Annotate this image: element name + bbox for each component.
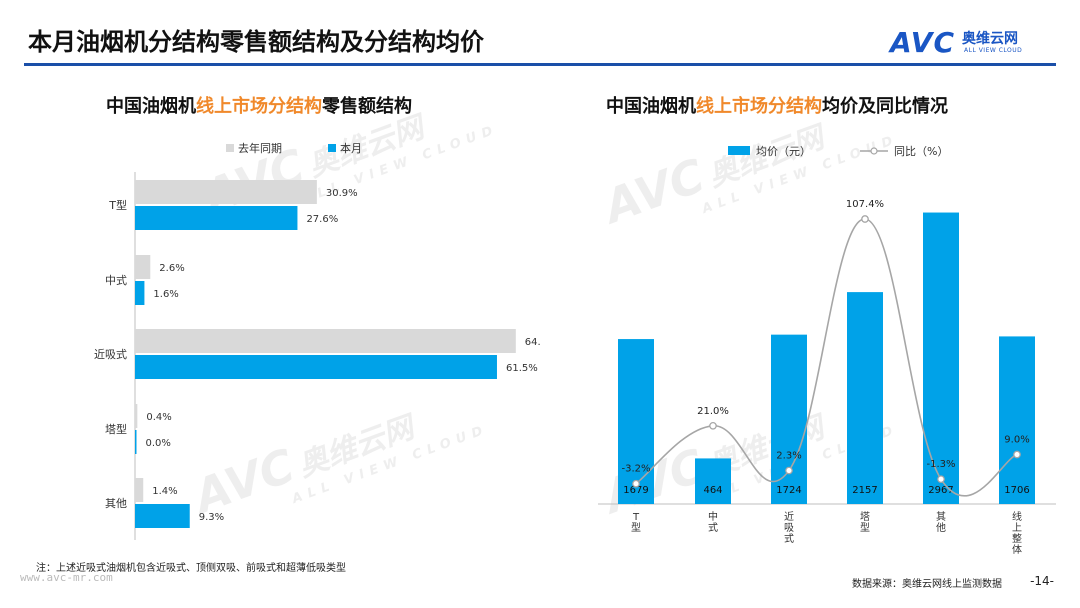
brand-logo-mark: AVC [890,26,955,59]
data-label: 1.6% [153,289,178,300]
data-label: 64.7% [525,337,540,348]
line-marker [709,421,717,430]
legend-marker-line [870,147,878,155]
bar-value-label: 2967 [928,485,953,496]
page-number: -14- [1030,574,1054,588]
legend-swatch-0 [226,144,234,152]
category-label: 中式 [105,274,127,287]
bar-value-label: 1679 [623,485,648,496]
bar-last-year [135,180,317,204]
line-value-label: -1.3% [926,459,955,470]
category-label: 其 [936,511,946,523]
bar-avg-price [695,458,731,504]
category-label: 塔 [860,510,870,523]
category-label: 近 [784,510,794,523]
data-label: 27.6% [306,214,338,225]
bar-this-month [135,281,145,305]
data-label: 9.3% [199,512,224,523]
bar-value-label: 1724 [776,485,801,496]
category-label: 中 [708,510,718,523]
footnote: 注：上述近吸式油烟机包含近吸式、顶侧双吸、前吸式和超薄低吸类型 [36,563,346,574]
line-value-label: -3.2% [621,464,650,475]
legend-swatch-1 [328,144,336,152]
line-marker [632,479,640,488]
data-label: 61.5% [506,363,538,374]
legend-label-line: 同比（%） [894,145,948,158]
data-label: 2.6% [159,263,184,274]
bar-value-label: 2157 [852,485,877,496]
bar-avg-price [771,334,807,504]
line-marker [785,466,793,475]
data-label: 0.0% [146,438,171,449]
website-url: www.avc-mr.com [20,571,113,584]
category-label: 吸 [784,523,794,534]
legend-label-1: 本月 [340,141,362,155]
line-value-label: 21.0% [697,406,729,417]
bar-value-label: 1706 [1004,485,1029,496]
left-chart-title: 中国油烟机线上市场分结构零售额结构 [106,96,412,117]
legend-swatch-bar [728,146,750,155]
bar-value-label: 464 [703,485,722,496]
data-label: 30.9% [326,188,358,199]
yoy-line [635,218,1018,497]
bar-this-month [135,355,497,379]
data-label: 1.4% [152,486,177,497]
category-label: 上 [1012,522,1022,534]
category-label: T型 [108,198,127,212]
category-label: T [632,512,640,523]
bar-this-month [135,504,190,528]
bar-this-month [135,430,137,454]
category-label: 型 [860,521,870,534]
bar-this-month [135,206,298,230]
bar-avg-price [847,292,883,504]
line-marker [937,475,945,484]
category-label: 线 [1012,510,1022,523]
data-label: 0.4% [146,412,171,423]
line-value-label: 107.4% [846,199,884,210]
header-divider [24,63,1056,66]
line-value-label: 9.0% [1004,435,1029,446]
brand-name-en: ALL VIEW CLOUD [964,47,1023,54]
bar-avg-price [618,339,654,504]
bar-last-year [135,255,151,279]
category-label: 式 [708,521,718,534]
avg-price-combo-chart: 均价（元） 同比（%）1679T型464中式1724近吸式2157塔型2967其他… [598,145,1056,556]
bar-avg-price [999,336,1035,504]
retail-share-bar-chart: 去年同期 本月 T型 30.9% 27.6% 中式 2.6% 1.6% 近吸式 64.7% 61.5… [94,141,540,540]
bar-last-year [135,478,144,502]
brand-name-cn: 奥维云网 [962,31,1018,47]
category-label: 体 [1012,544,1022,556]
category-label: 式 [784,532,794,545]
line-marker [1013,450,1021,459]
category-label: 整 [1012,532,1022,545]
category-label: 他 [936,521,946,534]
category-label: 塔型 [105,422,127,436]
brand-logo: AVC 奥维云网 ALL VIEW CLOUD [890,26,1050,59]
line-marker [861,215,869,223]
legend-label-0: 去年同期 [238,141,282,155]
category-label: 其他 [105,497,127,510]
right-chart-title: 中国油烟机线上市场分结构均价及同比情况 [606,96,948,117]
bar-avg-price [923,212,959,504]
bar-last-year [135,404,138,428]
category-label: 型 [631,521,641,534]
category-label: 近吸式 [94,348,127,361]
legend-label-bar: 均价（元） [756,145,811,158]
page-title: 本月油烟机分结构零售额结构及分结构均价 [28,28,484,56]
line-value-label: 2.3% [776,451,801,462]
data-source: 数据来源：奥维云网线上监测数据 [852,579,1002,590]
bar-last-year [135,329,516,353]
